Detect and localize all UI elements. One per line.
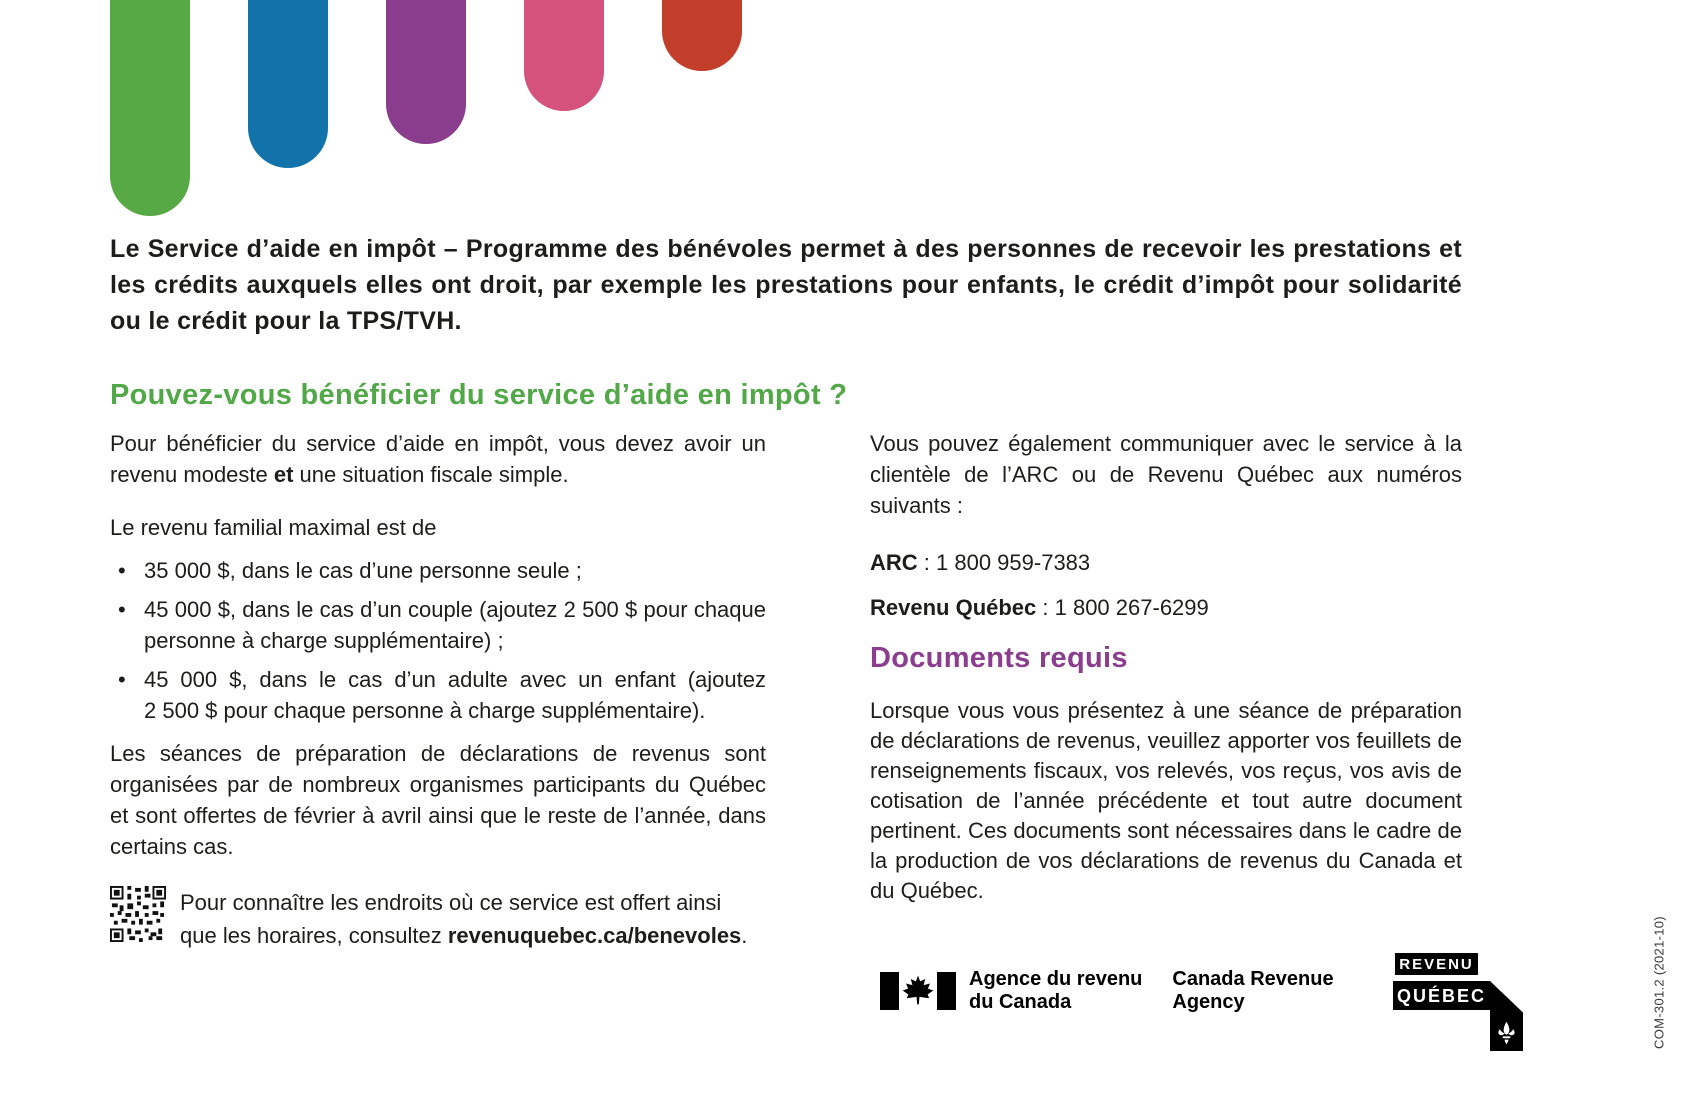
list-item-text: 45 000 $, dans le cas d’un couple (ajout…	[144, 597, 766, 653]
paragraph-sessions: Les séances de préparation de déclaratio…	[110, 741, 766, 859]
deco-bar-red	[662, 0, 742, 71]
list-item-couple: 45 000 $, dans le cas d’un couple (ajout…	[110, 594, 766, 656]
deco-bar-pink	[524, 0, 604, 111]
maple-leaf-icon	[899, 972, 937, 1010]
section-title-documents: Documents requis	[870, 642, 1128, 674]
revenu-quebec-ribbon	[1490, 981, 1523, 1051]
list-item-adult-with-child: 45 000 $, dans le cas d’un adulte avec u…	[110, 664, 766, 726]
document-code: COM-301.2 (2021-10)	[1651, 916, 1667, 1049]
paragraph-documents: Lorsque vous vous présentez à une séance…	[870, 698, 1462, 903]
list-item-single-person: 35 000 $, dans le cas d’une personne seu…	[110, 555, 766, 586]
deco-bar-green	[110, 0, 190, 216]
conditions-text-start: Pour bénéficier du service d’aide en imp…	[110, 431, 766, 487]
canada-flag-icon	[880, 972, 956, 1010]
list-item-text: 35 000 $, dans le cas d’une personne seu…	[144, 558, 582, 583]
qr-caption: Pour connaître les endroits où ce servic…	[180, 886, 762, 952]
list-item-text: 45 000 $, dans le cas d’un adulte avec u…	[144, 667, 766, 723]
qr-block: Pour connaître les endroits où ce servic…	[110, 886, 766, 952]
paragraph-income-intro: Le revenu familial maximal est de	[110, 515, 437, 540]
cra-signature: Agence du revenu du Canada Canada Revenu…	[880, 968, 1334, 1014]
flag-right-bar	[937, 972, 956, 1010]
cra-fr-line1: Agence du revenu	[969, 968, 1143, 990]
cra-wordmark-english: Canada Revenue Agency	[1172, 968, 1333, 1014]
income-threshold-list: 35 000 $, dans le cas d’une personne seu…	[110, 555, 766, 726]
phone-line-revenu-quebec: Revenu Québec : 1 800 267-6299	[870, 592, 1462, 623]
website-url: revenuquebec.ca/benevoles	[447, 923, 742, 948]
paragraph-conditions: Pour bénéficier du service d’aide en imp…	[110, 428, 766, 490]
flag-left-bar	[880, 972, 899, 1010]
fleur-de-lis-icon	[1498, 1021, 1515, 1045]
conditions-bold-et: et	[273, 462, 294, 487]
revenu-quebec-logo-line1: REVENU	[1395, 953, 1478, 975]
right-column: Vous pouvez également communiquer avec l…	[870, 428, 1462, 906]
cra-fr-line2: du Canada	[969, 991, 1072, 1013]
arc-label: ARC	[870, 550, 918, 575]
cra-wordmark-french: Agence du revenu du Canada	[969, 968, 1142, 1014]
revenu-quebec-phone-number: : 1 800 267-6299	[1036, 595, 1209, 620]
revenu-quebec-logo: REVENU QUÉBEC	[1393, 953, 1525, 1053]
cra-en-line2: Agency	[1172, 991, 1245, 1013]
qr-caption-start: Pour connaître les endroits où ce servic…	[180, 890, 722, 948]
cra-en-line1: Canada Revenue	[1172, 968, 1334, 990]
qr-code	[110, 886, 166, 942]
paragraph-contact: Vous pouvez également communiquer avec l…	[870, 431, 1462, 518]
conditions-text-end: une situation fiscale simple.	[293, 462, 569, 487]
phone-line-arc: ARC : 1 800 959-7383	[870, 547, 1462, 578]
qr-caption-end: .	[741, 923, 748, 948]
deco-bar-purple	[386, 0, 466, 144]
arc-phone-number: : 1 800 959-7383	[917, 550, 1091, 575]
revenu-quebec-label: Revenu Québec	[870, 595, 1037, 620]
deco-bar-blue	[248, 0, 328, 168]
section-title-eligibility: Pouvez-vous bénéficier du service d’aide…	[110, 379, 848, 411]
intro-paragraph: Le Service d’aide en impôt – Programme d…	[110, 235, 1462, 335]
revenu-quebec-logo-line2: QUÉBEC	[1393, 981, 1490, 1010]
left-column: Pour bénéficier du service d’aide en imp…	[110, 428, 766, 952]
